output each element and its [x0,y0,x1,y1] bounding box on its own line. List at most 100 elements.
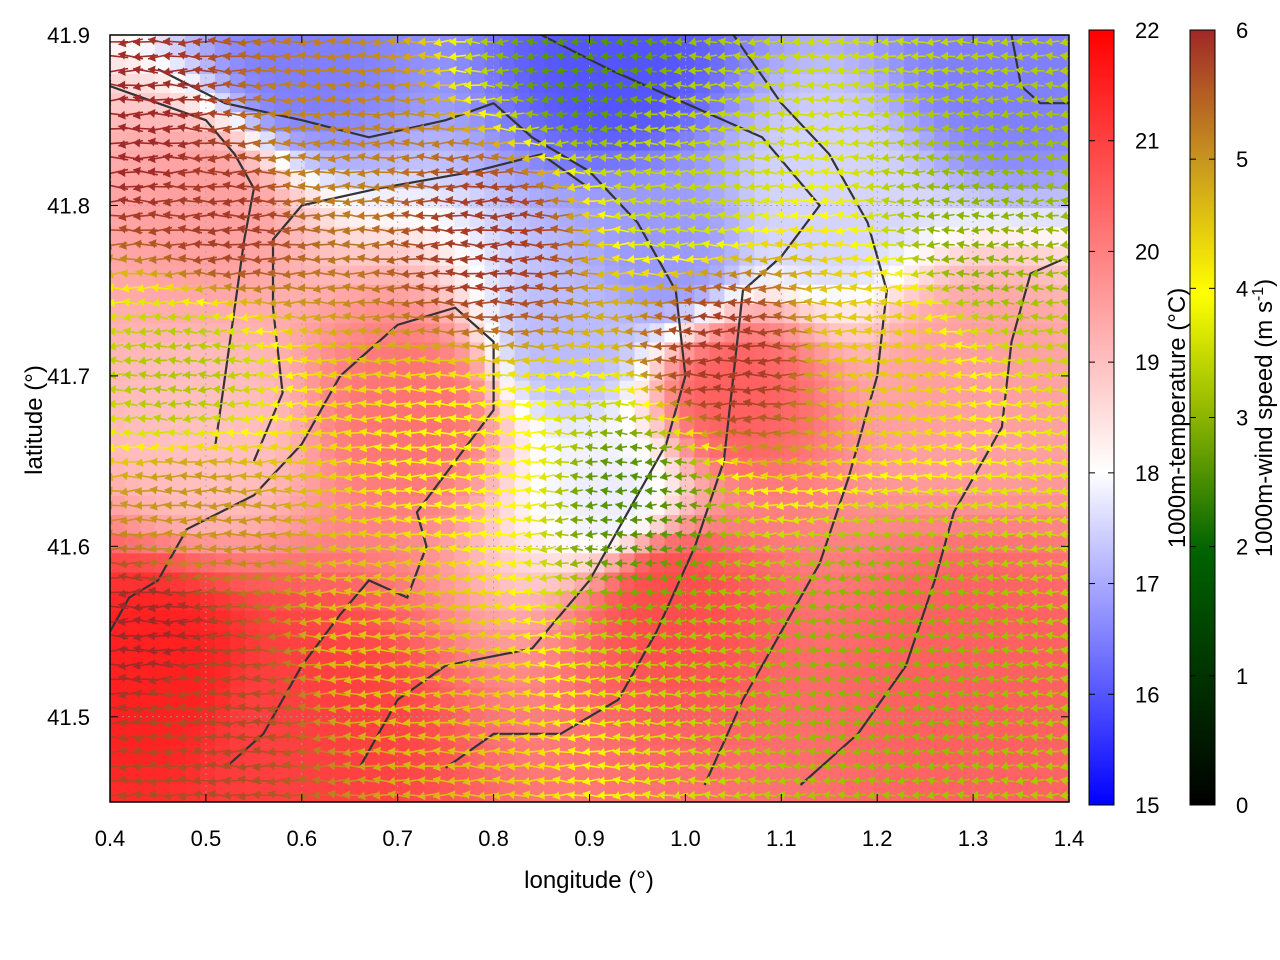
heatmap-cell [1039,610,1055,631]
heatmap-cell [184,188,201,209]
heatmap-cell [484,686,501,707]
heatmap-cell [499,629,516,650]
heatmap-cell [529,73,546,94]
heatmap-cell [289,245,306,266]
heatmap-cell [379,763,396,784]
heatmap-cell [394,667,411,688]
heatmap-cell [979,360,995,381]
heatmap-cell [229,54,246,74]
heatmap-cell [334,92,351,113]
heatmap-cell [349,322,366,343]
heatmap-cell [244,150,261,170]
heatmap-cell [889,360,905,381]
heatmap-cell [1039,571,1055,592]
heatmap-cell [589,495,606,515]
heatmap-cell [574,591,591,611]
heatmap-cell [559,111,576,132]
heatmap-cell [529,725,546,746]
heatmap-cell [859,360,875,381]
heatmap-cell [589,130,606,151]
heatmap-cell [694,303,710,324]
heatmap-cell [859,303,875,324]
heatmap-cell [499,667,516,688]
heatmap-cell [634,360,651,381]
heatmap-cell [484,667,501,688]
heatmap-cell [499,54,516,74]
heatmap-cell [259,591,276,611]
heatmap-cell [259,782,276,802]
heatmap-cell [874,303,890,324]
heatmap-cell [304,360,321,381]
heatmap-cell [1024,360,1040,381]
heatmap-cell [529,629,546,650]
heatmap-cell [1054,725,1069,746]
heatmap-cell [199,763,216,784]
heatmap-cell [274,706,291,726]
heatmap-cell [484,92,501,113]
heatmap-cell [110,552,126,573]
heatmap-cell [199,380,216,400]
heatmap-cell [364,495,381,515]
heatmap-cell [229,725,246,746]
heatmap-cell [844,303,860,324]
heatmap-cell [844,418,860,439]
heatmap-cell [1054,744,1069,765]
heatmap-cell [604,706,621,726]
heatmap-cell [169,35,186,55]
heatmap-cell [319,763,336,784]
heatmap-cell [484,35,501,55]
heatmap-cell [499,92,516,113]
heatmap-cell [454,725,471,746]
heatmap-cell [484,245,501,266]
heatmap-cell [634,686,651,707]
heatmap-cell [574,35,591,55]
heatmap-cell [544,571,561,592]
heatmap-cell [544,725,561,746]
heatmap-cell [814,629,830,650]
heatmap-cell [679,629,695,650]
heatmap-cell [1024,399,1040,420]
heatmap-cell [664,629,681,650]
heatmap-cell [319,35,336,55]
heatmap-cell [139,571,156,592]
heatmap-cell [244,495,261,515]
heatmap-cell [409,418,426,439]
heatmap-cell [994,514,1010,535]
heatmap-cell [110,629,126,650]
heatmap-cell [229,552,246,573]
heatmap-cell [514,782,531,802]
heatmap-cell [139,782,156,802]
heatmap-cell [274,92,291,113]
heatmap-cell [829,303,845,324]
heatmap-cell [334,686,351,707]
heatmap-cell [784,629,800,650]
heatmap-cell [724,35,740,55]
heatmap-cell [619,686,636,707]
heatmap-cell [349,725,366,746]
heatmap-cell [304,552,321,573]
heatmap-cell [349,552,366,573]
heatmap-cell [364,360,381,381]
heatmap-cell [259,303,276,324]
heatmap-cell [454,629,471,650]
heatmap-cell [349,667,366,688]
heatmap-cell [154,706,171,726]
heatmap-cell [379,667,396,688]
wind-vector-head [110,240,112,250]
heatmap-cell [499,111,516,132]
heatmap-cell [319,571,336,592]
heatmap-cell [469,73,486,94]
heatmap-cell [214,322,231,343]
heatmap-cell [589,35,606,55]
heatmap-cell [229,265,246,285]
heatmap-cell [604,725,621,746]
heatmap-cell [1024,667,1040,688]
heatmap-cell [259,380,276,400]
heatmap-cell [754,245,770,266]
heatmap-cell [1009,476,1025,496]
heatmap-cell [589,150,606,170]
heatmap-cell [574,667,591,688]
heatmap-cell [334,571,351,592]
heatmap-cell [274,744,291,765]
heatmap-cell [814,360,830,381]
